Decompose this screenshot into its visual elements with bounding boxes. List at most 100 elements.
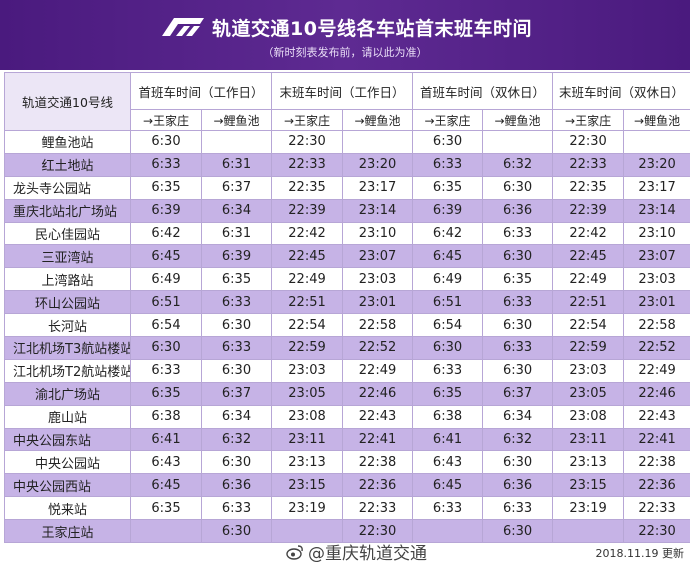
time-cell: 6:33 [483,497,553,520]
time-cell: 23:14 [343,199,413,222]
group-header: 末班车时间（双休日） [553,73,690,110]
time-cell [343,131,413,154]
time-cell: 22:46 [624,382,690,405]
time-cell: 6:32 [202,428,272,451]
time-cell: 6:30 [413,337,483,360]
time-cell: 23:15 [553,474,624,497]
time-cell: 22:52 [343,337,413,360]
time-cell: 6:34 [202,405,272,428]
time-cell: 6:30 [483,520,553,543]
time-cell: 6:49 [413,268,483,291]
time-cell: 22:54 [553,314,624,337]
direction-header: →鲤鱼池 [202,110,272,131]
time-cell: 6:33 [413,153,483,176]
direction-header: →鲤鱼池 [483,110,553,131]
time-cell: 23:15 [272,474,343,497]
time-cell: 23:19 [272,497,343,520]
time-cell: 6:33 [483,222,553,245]
time-cell: 6:36 [483,199,553,222]
time-cell: 6:35 [202,268,272,291]
time-cell: 22:41 [343,428,413,451]
time-cell: 6:34 [202,199,272,222]
time-cell: 6:30 [131,337,202,360]
time-cell: 6:43 [413,451,483,474]
time-cell: 23:07 [624,245,690,268]
time-cell [483,131,553,154]
direction-header: →王家庄 [553,110,624,131]
time-cell: 22:49 [553,268,624,291]
time-cell: 23:11 [272,428,343,451]
station-name: 鹿山站 [5,405,131,428]
time-cell: 23:11 [553,428,624,451]
page-subtitle: （新时刻表发布前，请以此为准） [0,44,690,60]
time-cell: 22:38 [343,451,413,474]
time-cell: 22:30 [624,520,690,543]
direction-header: →王家庄 [413,110,483,131]
time-cell: 23:20 [343,153,413,176]
time-cell: 23:14 [624,199,690,222]
time-cell: 6:30 [483,451,553,474]
time-cell: 6:39 [413,199,483,222]
time-cell: 6:35 [131,382,202,405]
time-cell: 22:43 [343,405,413,428]
time-cell: 6:31 [202,222,272,245]
time-cell: 22:30 [553,131,624,154]
time-cell: 6:34 [483,405,553,428]
time-cell: 23:17 [343,176,413,199]
time-cell: 22:49 [624,359,690,382]
station-name: 重庆北站北广场站 [5,199,131,222]
page-title: 轨道交通10号线各车站首末班车时间 [212,14,532,41]
time-cell: 23:19 [553,497,624,520]
time-cell: 6:33 [131,359,202,382]
time-cell: 23:08 [272,405,343,428]
time-cell: 22:59 [272,337,343,360]
time-cell: 6:38 [413,405,483,428]
station-name: 中央公园站 [5,451,131,474]
time-cell: 6:30 [483,314,553,337]
time-cell: 22:36 [343,474,413,497]
time-cell: 22:52 [624,337,690,360]
time-cell: 6:51 [131,291,202,314]
time-cell: 6:41 [131,428,202,451]
time-cell: 6:43 [131,451,202,474]
time-cell: 6:35 [413,382,483,405]
time-cell: 22:51 [272,291,343,314]
station-name: 龙头寺公园站 [5,176,131,199]
page-header: 轨道交通10号线各车站首末班车时间 （新时刻表发布前，请以此为准） [0,0,690,70]
time-cell: 23:20 [624,153,690,176]
time-cell: 23:13 [553,451,624,474]
time-cell: 22:30 [272,131,343,154]
time-cell: 22:43 [624,405,690,428]
time-cell: 6:30 [202,314,272,337]
time-cell: 22:41 [624,428,690,451]
time-cell: 23:05 [553,382,624,405]
time-cell: 22:35 [553,176,624,199]
time-cell: 23:03 [624,268,690,291]
time-cell: 22:45 [553,245,624,268]
time-cell: 6:30 [413,131,483,154]
time-cell: 23:05 [272,382,343,405]
watermark-text: @重庆轨道交通 [308,539,427,564]
time-cell [624,131,690,154]
time-cell: 22:36 [624,474,690,497]
time-cell: 6:35 [413,176,483,199]
weibo-watermark: @重庆轨道交通 [286,539,427,564]
time-cell: 22:46 [343,382,413,405]
time-cell: 23:17 [624,176,690,199]
time-cell: 6:45 [131,245,202,268]
time-cell: 6:33 [483,291,553,314]
time-cell: 6:35 [131,497,202,520]
time-cell: 23:10 [624,222,690,245]
time-cell: 6:35 [131,176,202,199]
station-name: 悦来站 [5,497,131,520]
group-header: 首班车时间（工作日） [131,73,272,110]
